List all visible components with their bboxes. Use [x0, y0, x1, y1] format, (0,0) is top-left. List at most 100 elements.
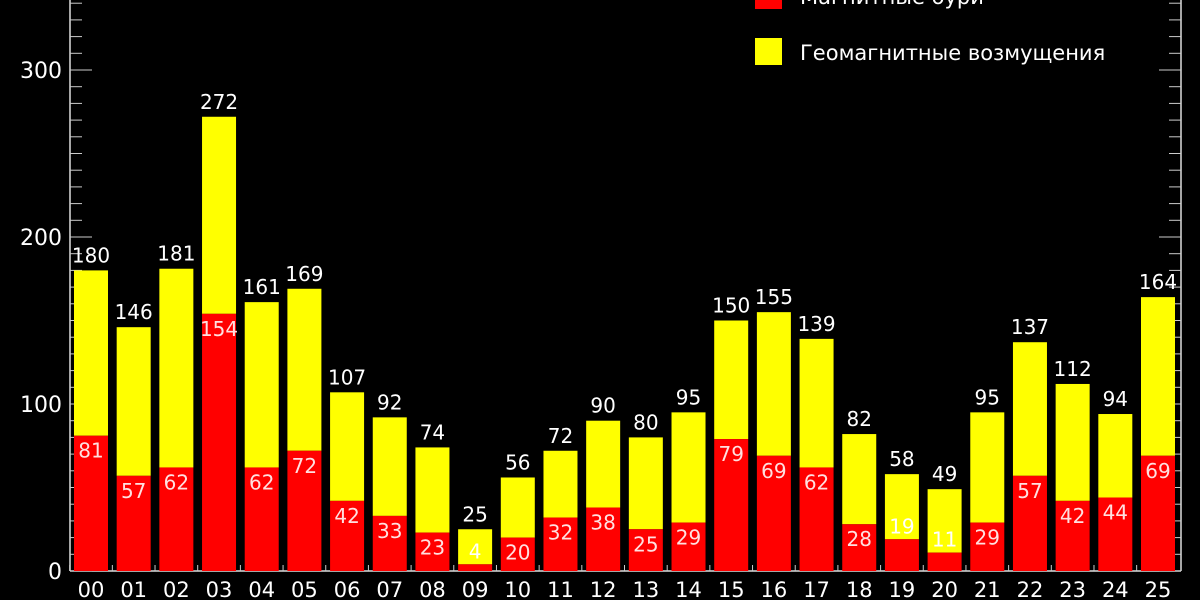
bar-11-magnetic-storms: [543, 517, 578, 571]
bar-06-magnetic-storms: [330, 500, 365, 571]
x-tick-label: 01: [120, 578, 147, 600]
bar-00-magnetic-storms: [74, 435, 108, 571]
total-label-18: 82: [847, 407, 872, 431]
bar-09-geomagnetic-disturbances: [458, 529, 493, 565]
y-tick-label: 0: [48, 560, 62, 585]
bar-08-geomagnetic-disturbances: [415, 447, 450, 533]
bar-18-magnetic-storms: [842, 524, 877, 571]
legend-swatch-magnetic-storms: [755, 0, 782, 9]
storm-label-20: 11: [932, 528, 957, 552]
bar-02-magnetic-storms: [159, 467, 194, 571]
total-label-24: 94: [1103, 387, 1128, 411]
storm-label-23: 42: [1060, 504, 1085, 528]
bar-18-geomagnetic-disturbances: [842, 434, 877, 525]
x-tick-label: 25: [1145, 578, 1172, 600]
bar-25-geomagnetic-disturbances: [1141, 297, 1175, 456]
total-label-16: 155: [755, 285, 793, 309]
storm-label-21: 29: [975, 526, 1000, 550]
x-tick-label: 15: [718, 578, 745, 600]
storm-label-02: 62: [164, 470, 189, 494]
bar-20-geomagnetic-disturbances: [927, 489, 962, 553]
x-tick-label: 18: [846, 578, 873, 600]
bar-02-geomagnetic-disturbances: [159, 268, 194, 468]
total-label-06: 107: [328, 365, 366, 389]
bar-22-geomagnetic-disturbances: [1012, 342, 1047, 476]
storm-label-01: 57: [121, 479, 146, 503]
bar-06-geomagnetic-disturbances: [330, 392, 365, 501]
x-tick-label: 00: [78, 578, 105, 600]
bar-20-magnetic-storms: [927, 552, 962, 571]
x-tick-label: 19: [889, 578, 916, 600]
x-tick-label: 04: [248, 578, 275, 600]
x-tick-label: 24: [1102, 578, 1129, 600]
storm-label-25: 69: [1145, 459, 1170, 483]
bar-12-geomagnetic-disturbances: [586, 420, 621, 508]
bar-05-magnetic-storms: [287, 450, 322, 571]
y-tick-label: 100: [20, 393, 62, 418]
bar-09-magnetic-storms: [458, 564, 493, 571]
total-label-05: 169: [285, 262, 323, 286]
total-label-01: 146: [115, 300, 153, 324]
storm-label-19: 19: [889, 514, 914, 538]
x-tick-label: 03: [206, 578, 233, 600]
x-tick-label: 22: [1017, 578, 1044, 600]
storm-label-05: 72: [292, 454, 317, 478]
bar-16-magnetic-storms: [756, 455, 791, 571]
total-label-12: 90: [590, 394, 615, 418]
storm-label-07: 33: [377, 519, 402, 543]
bar-19-geomagnetic-disturbances: [884, 474, 919, 540]
x-tick-label: 10: [504, 578, 531, 600]
y-tick-label: 300: [20, 59, 62, 84]
total-label-19: 58: [889, 447, 914, 471]
x-tick-label: 02: [163, 578, 190, 600]
bar-08-magnetic-storms: [415, 532, 450, 571]
bar-05-geomagnetic-disturbances: [287, 288, 322, 451]
storm-label-14: 29: [676, 526, 701, 550]
bar-16-geomagnetic-disturbances: [756, 312, 791, 456]
storm-label-03: 154: [200, 317, 238, 341]
y-tick-label: 200: [20, 226, 62, 251]
storm-label-12: 38: [590, 511, 615, 535]
total-label-21: 95: [975, 385, 1000, 409]
bar-12-magnetic-storms: [586, 507, 621, 571]
bar-11-geomagnetic-disturbances: [543, 450, 578, 518]
total-label-09: 25: [462, 502, 487, 526]
bar-07-geomagnetic-disturbances: [372, 417, 407, 516]
total-label-14: 95: [676, 385, 701, 409]
legend-label-magnetic-storms: Магнитные бури: [800, 0, 984, 9]
total-label-15: 150: [712, 294, 750, 318]
bar-15-geomagnetic-disturbances: [714, 320, 749, 440]
storm-label-06: 42: [334, 504, 359, 528]
bar-13-magnetic-storms: [628, 529, 663, 571]
bar-14-magnetic-storms: [671, 522, 706, 571]
bar-14-geomagnetic-disturbances: [671, 412, 706, 523]
bar-15-magnetic-storms: [714, 439, 749, 571]
bar-17-magnetic-storms: [799, 467, 834, 571]
total-label-07: 92: [377, 390, 402, 414]
storm-label-10: 20: [505, 541, 530, 565]
total-label-04: 161: [243, 275, 281, 299]
storm-label-24: 44: [1103, 501, 1128, 525]
total-label-11: 72: [548, 424, 573, 448]
total-label-00: 180: [72, 243, 110, 267]
storm-label-04: 62: [249, 470, 274, 494]
storm-label-22: 57: [1017, 479, 1042, 503]
bar-01-geomagnetic-disturbances: [116, 327, 151, 476]
x-tick-label: 07: [376, 578, 403, 600]
storm-label-00: 81: [78, 439, 103, 463]
bar-13-geomagnetic-disturbances: [628, 437, 663, 530]
x-tick-label: 23: [1059, 578, 1086, 600]
total-label-25: 164: [1139, 270, 1177, 294]
x-tick-label: 09: [462, 578, 489, 600]
storm-label-16: 69: [761, 459, 786, 483]
total-label-22: 137: [1011, 315, 1049, 339]
bar-19-magnetic-storms: [884, 539, 919, 571]
bar-03-magnetic-storms: [202, 313, 237, 571]
bar-22-magnetic-storms: [1012, 475, 1047, 571]
x-tick-label: 21: [974, 578, 1001, 600]
total-label-08: 74: [420, 420, 445, 444]
total-label-13: 80: [633, 410, 658, 434]
x-tick-label: 16: [761, 578, 788, 600]
bar-04-magnetic-storms: [244, 467, 279, 571]
